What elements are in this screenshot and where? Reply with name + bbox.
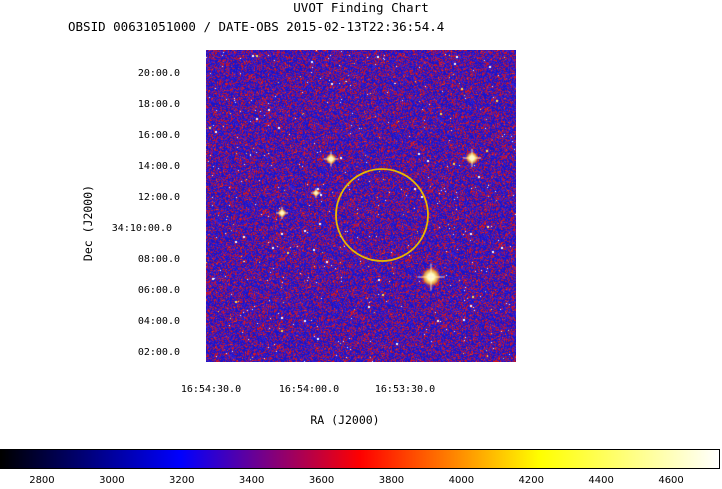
x-tick-label: 16:53:30.0 [374,384,436,395]
y-tick-label: 16:00.0 [137,130,180,141]
source-region-circle [335,168,429,262]
x-tick-label: 16:54:00.0 [278,384,340,395]
y-tick-label: 14:00.0 [137,161,180,172]
y-tick-label: 20:00.0 [137,68,180,79]
colorbar-tick-label: 4000 [448,475,475,486]
sky-image [206,50,516,362]
x-axis-label: RA (J2000) [310,413,380,427]
y-tick-label: 08:00.0 [137,254,180,265]
chart-subtitle: OBSID 00631051000 / DATE-OBS 2015-02-13T… [68,19,445,34]
y-tick-label: 06:00.0 [137,285,180,296]
y-tick-label: 18:00.0 [137,99,180,110]
y-tick-label: 12:00.0 [137,192,180,203]
colorbar-tick-label: 3000 [99,475,125,486]
y-tick-label: 04:00.0 [137,316,180,327]
colorbar-tick-label: 3400 [238,475,265,486]
image-overlay [335,168,429,262]
colorbar [0,449,720,469]
colorbar-tick-label: 4400 [588,475,614,486]
sky-image-canvas [206,50,516,362]
y-tick-label: 02:00.0 [137,347,180,358]
x-tick-label: 16:54:30.0 [180,384,242,395]
colorbar-tick-label: 3800 [378,475,405,486]
colorbar-tick-label: 4600 [658,475,684,486]
y-tick-label: 34:10:00.0 [111,223,172,234]
colorbar-tick-label: 4200 [518,475,544,486]
y-axis-label: Dec (J2000) [81,184,95,262]
chart-title: UVOT Finding Chart [293,0,429,15]
colorbar-tick-label: 3200 [169,475,195,486]
colorbar-tick-label: 3600 [308,475,335,486]
colorbar-tick-label: 2800 [29,475,55,486]
